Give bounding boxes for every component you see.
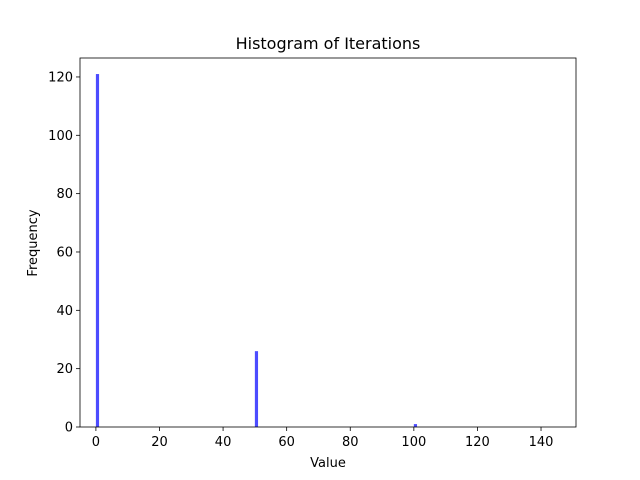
x-tick-label: 40 (215, 435, 232, 450)
x-tick-label: 20 (151, 435, 168, 450)
histogram-bar (413, 424, 418, 427)
bars-group (95, 74, 418, 427)
y-axis-label: Frequency (26, 209, 41, 276)
histogram-bar (254, 351, 259, 427)
y-tick-label: 20 (56, 362, 73, 377)
x-tick-label: 60 (278, 435, 295, 450)
x-tick-label: 120 (465, 435, 490, 450)
x-axis-label: Value (310, 456, 346, 471)
y-tick-label: 120 (48, 70, 73, 85)
x-axis: 0 20 40 60 80 100 120 140 (92, 427, 554, 450)
y-tick-label: 60 (56, 245, 73, 260)
y-tick-label: 100 (48, 129, 73, 144)
x-tick-label: 80 (342, 435, 359, 450)
y-tick-label: 0 (65, 421, 73, 436)
y-axis: 0 20 40 60 80 100 120 (48, 70, 80, 436)
x-tick-label: 0 (92, 435, 100, 450)
y-tick-label: 40 (56, 304, 73, 319)
plot-frame (79, 57, 577, 428)
x-tick-label: 140 (529, 435, 554, 450)
x-tick-label: 100 (401, 435, 426, 450)
histogram-bar (95, 74, 100, 427)
y-tick-label: 80 (56, 187, 73, 202)
chart-title: Histogram of Iterations (236, 34, 421, 53)
